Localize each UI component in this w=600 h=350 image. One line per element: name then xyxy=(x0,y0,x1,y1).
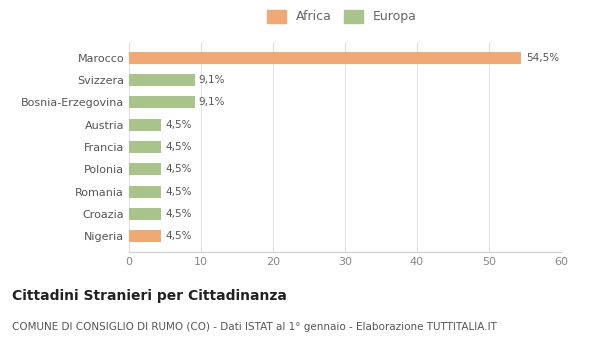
Text: 4,5%: 4,5% xyxy=(166,142,192,152)
Bar xyxy=(129,208,161,220)
Bar xyxy=(129,163,161,175)
Text: 4,5%: 4,5% xyxy=(166,231,192,241)
Legend: Africa, Europa: Africa, Europa xyxy=(267,10,417,23)
Bar xyxy=(129,74,194,86)
Bar xyxy=(129,230,161,243)
Bar xyxy=(129,51,521,64)
Text: 4,5%: 4,5% xyxy=(166,120,192,130)
Bar xyxy=(129,141,161,153)
Text: 9,1%: 9,1% xyxy=(199,75,226,85)
Text: 4,5%: 4,5% xyxy=(166,164,192,174)
Text: 54,5%: 54,5% xyxy=(526,53,559,63)
Text: 4,5%: 4,5% xyxy=(166,187,192,197)
Bar xyxy=(129,119,161,131)
Text: 9,1%: 9,1% xyxy=(199,97,226,107)
Bar xyxy=(129,186,161,198)
Bar xyxy=(129,96,194,108)
Text: Cittadini Stranieri per Cittadinanza: Cittadini Stranieri per Cittadinanza xyxy=(12,289,287,303)
Text: COMUNE DI CONSIGLIO DI RUMO (CO) - Dati ISTAT al 1° gennaio - Elaborazione TUTTI: COMUNE DI CONSIGLIO DI RUMO (CO) - Dati … xyxy=(12,322,497,332)
Text: 4,5%: 4,5% xyxy=(166,209,192,219)
